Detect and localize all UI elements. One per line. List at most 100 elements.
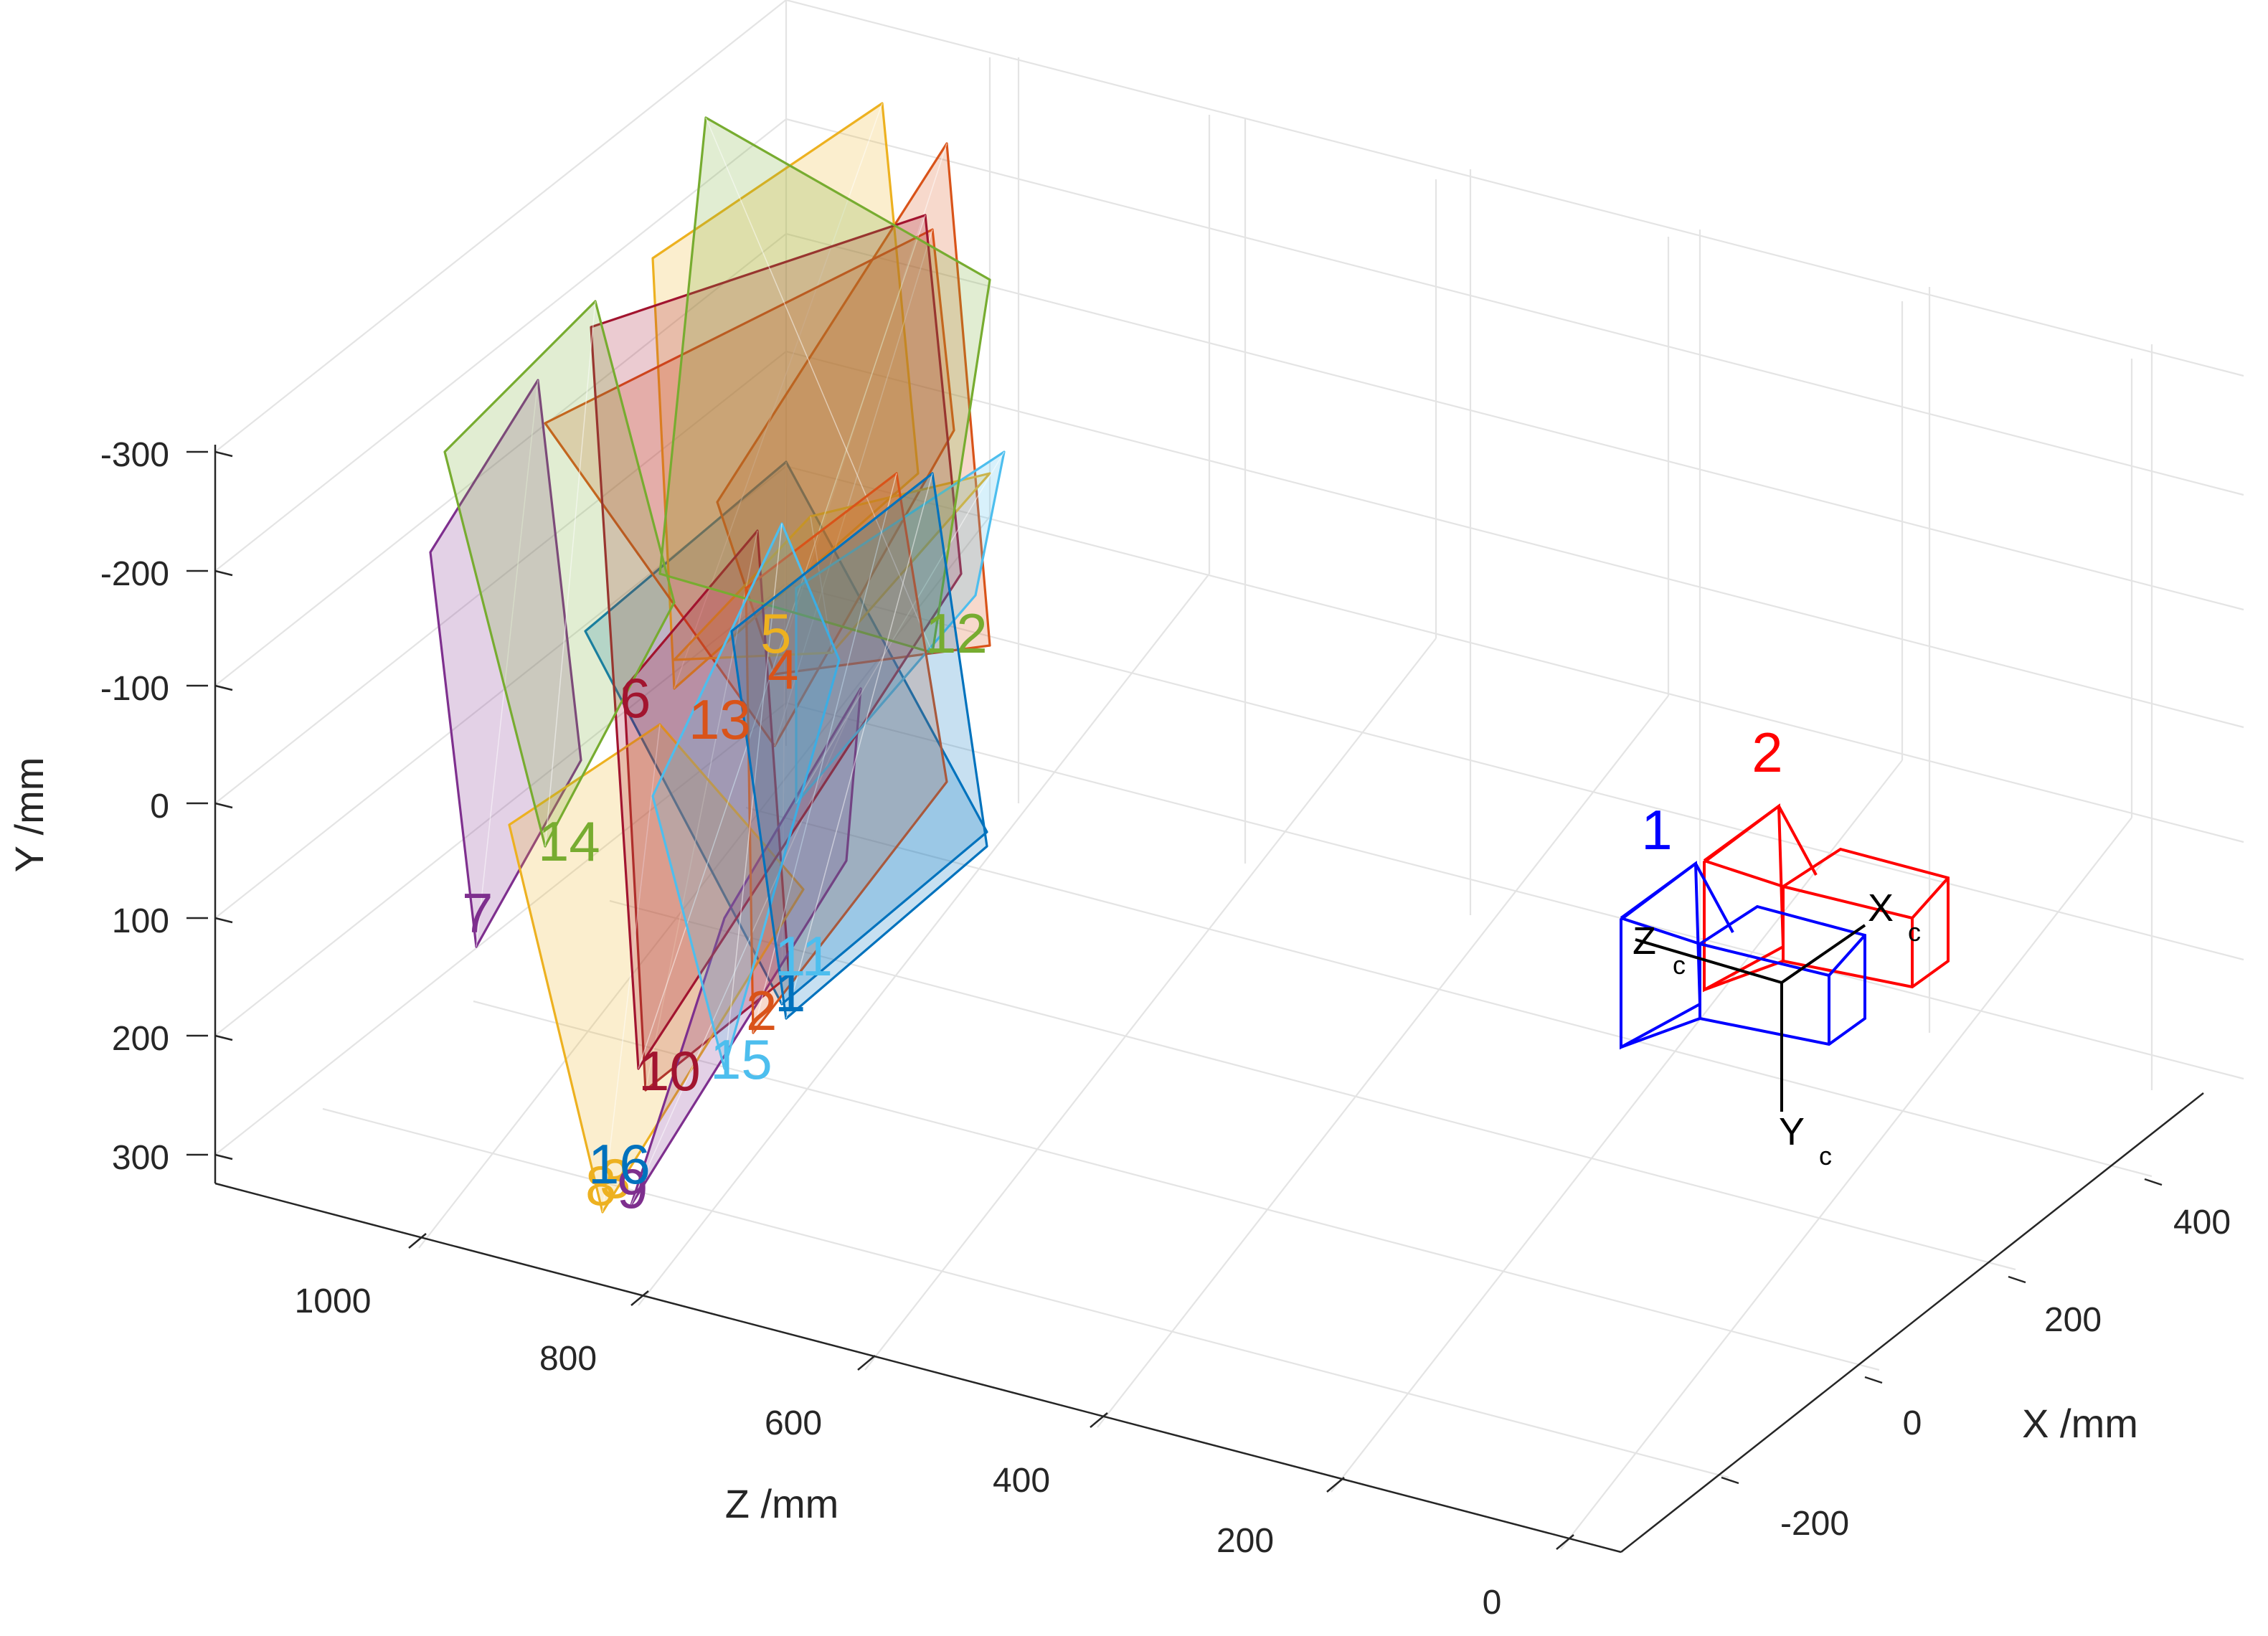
camera-x-axis [1780, 924, 1866, 984]
x-tick-label: -200 [1780, 1505, 1849, 1543]
camera-edge [1704, 859, 1784, 888]
y-tick-label: 200 [112, 1020, 169, 1058]
camera-2 [1703, 803, 1950, 993]
z-tick [630, 1290, 649, 1306]
axes [186, 445, 2204, 1554]
y-tick-label: -200 [100, 555, 169, 593]
board-diagonal [630, 688, 861, 1206]
x-tick [1721, 1476, 1739, 1485]
board-label: 9 [617, 1157, 648, 1220]
z-tick [1090, 1412, 1108, 1428]
board-label: 5 [760, 602, 791, 665]
board-diagonal [645, 530, 758, 1091]
grid-line [214, 118, 787, 572]
grid-line [418, 516, 991, 1249]
x-tick-label: 400 [2173, 1204, 2231, 1242]
grid-line [785, 118, 2244, 496]
board-label: 12 [925, 602, 988, 665]
y-tick [214, 917, 233, 924]
board-label: 3 [600, 1147, 630, 1210]
camera-z-label: Z [1633, 919, 1656, 963]
grid-line [864, 638, 1437, 1371]
z-tick-label: 0 [1483, 1584, 1502, 1622]
camera-edge [1704, 960, 1784, 991]
x-axis-label: X /mm [2022, 1401, 2138, 1446]
x-tick [1864, 1376, 1883, 1384]
board-diagonal [810, 516, 833, 653]
x-tick-label: 0 [1903, 1404, 1922, 1442]
grid-line [785, 701, 2244, 1080]
grid-line [745, 806, 2153, 1178]
y-tick-label: 300 [112, 1139, 169, 1177]
board-label: 11 [775, 925, 833, 988]
y-tick [214, 569, 233, 577]
board-label: 8 [585, 1154, 616, 1217]
board-diagonal [724, 523, 783, 1069]
grid-line [473, 1000, 1880, 1371]
camera-x-label-sub: c [1908, 917, 1921, 947]
board-diagonal [674, 103, 883, 689]
y-tick [214, 450, 233, 458]
z-tick [1556, 1534, 1574, 1550]
camera-z-axis [1635, 938, 1782, 984]
y-tick [214, 1153, 233, 1160]
board-diagonal [752, 473, 897, 1034]
grid-line [214, 702, 787, 1155]
grid-line [785, 465, 2244, 843]
grid-line [785, 582, 2244, 961]
cameras [1620, 803, 1950, 1112]
board-diagonal [795, 451, 1005, 804]
camera-1-label: 1 [1641, 798, 1672, 861]
board-label: 15 [710, 1028, 772, 1091]
camera-y-label-sub: c [1819, 1141, 1832, 1171]
grid-line [638, 573, 1210, 1306]
grid-line [1097, 695, 1669, 1428]
calibration-boards [429, 102, 1006, 1214]
z-axis-label: Z /mm [725, 1481, 839, 1526]
grid-line [785, 232, 2244, 611]
grid-line [1560, 817, 2132, 1550]
board-diagonal [476, 379, 539, 947]
z-tick-label: 1000 [295, 1282, 372, 1320]
z-tick [408, 1233, 427, 1249]
x-tick [2144, 1178, 2163, 1186]
grid-line [785, 0, 2244, 377]
y-tick-label: -300 [100, 436, 169, 474]
grid-line [1331, 760, 1903, 1493]
x-tick [2008, 1275, 2026, 1284]
grid-line [785, 350, 2244, 729]
board-diagonal [785, 473, 933, 1019]
board-label: 10 [638, 1039, 701, 1102]
board-label: 6 [620, 666, 651, 729]
camera-edge [1620, 1017, 1701, 1049]
camera-z-label-sub: c [1673, 950, 1686, 980]
board-diagonal [774, 229, 933, 747]
board-label: 1 [775, 960, 805, 1023]
y-tick-label: 0 [150, 788, 169, 826]
z-tick-label: 800 [539, 1340, 597, 1378]
x-axis-line [1620, 1092, 2204, 1553]
z-tick [857, 1355, 876, 1371]
grid-line [214, 233, 787, 686]
board-label: 7 [462, 881, 493, 945]
y-tick [214, 802, 233, 809]
camera-edge [1620, 917, 1701, 945]
y-tick-label: -100 [100, 670, 169, 708]
z-axis-line [214, 1182, 1622, 1554]
grid-line [609, 899, 2016, 1271]
camera-y-label: Y [1779, 1110, 1805, 1153]
y-tick-label: 100 [112, 902, 169, 940]
board-label: 4 [767, 638, 798, 701]
board-label: 14 [538, 810, 600, 873]
camera-edge [1620, 861, 1734, 933]
board-diagonal [781, 461, 787, 1005]
camera-2-label: 2 [1752, 721, 1782, 784]
z-tick-label: 200 [1216, 1522, 1274, 1560]
camera-edge [1703, 804, 1818, 876]
board-label: 2 [746, 979, 777, 1042]
x-tick-label: 200 [2044, 1301, 2102, 1339]
grid-line [322, 1107, 1729, 1479]
board-label: 13 [689, 688, 751, 751]
